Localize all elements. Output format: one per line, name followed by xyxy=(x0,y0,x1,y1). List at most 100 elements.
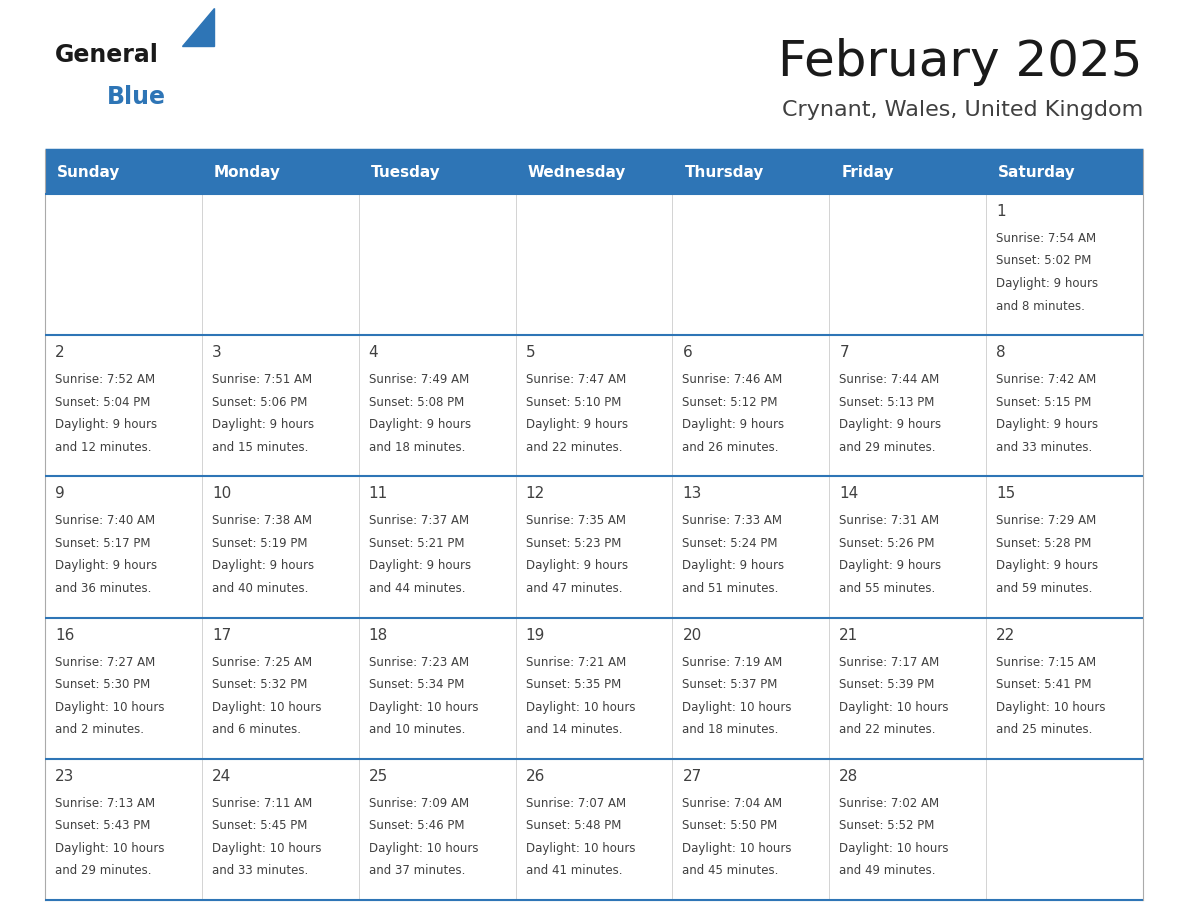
Bar xyxy=(986,150,1143,194)
Text: Daylight: 9 hours: Daylight: 9 hours xyxy=(839,419,941,431)
Bar xyxy=(829,150,986,194)
Bar xyxy=(829,194,986,335)
Text: and 47 minutes.: and 47 minutes. xyxy=(525,582,623,595)
Text: 5: 5 xyxy=(525,345,536,360)
Bar xyxy=(45,150,202,194)
Bar xyxy=(516,759,672,900)
Text: 15: 15 xyxy=(997,487,1016,501)
Bar xyxy=(516,335,672,476)
Text: Sunrise: 7:42 AM: Sunrise: 7:42 AM xyxy=(997,374,1097,386)
Bar xyxy=(202,618,359,759)
Text: and 18 minutes.: and 18 minutes. xyxy=(682,723,779,736)
Text: and 22 minutes.: and 22 minutes. xyxy=(525,441,623,453)
Text: Daylight: 9 hours: Daylight: 9 hours xyxy=(997,419,1098,431)
Text: Wednesday: Wednesday xyxy=(527,164,626,180)
Bar xyxy=(359,335,516,476)
Text: 6: 6 xyxy=(682,345,693,360)
Text: Sunset: 5:50 PM: Sunset: 5:50 PM xyxy=(682,819,778,833)
Text: and 33 minutes.: and 33 minutes. xyxy=(211,865,308,878)
Text: Daylight: 10 hours: Daylight: 10 hours xyxy=(682,842,792,855)
Text: Sunrise: 7:49 AM: Sunrise: 7:49 AM xyxy=(368,374,469,386)
Text: Daylight: 9 hours: Daylight: 9 hours xyxy=(682,559,784,573)
Text: Daylight: 9 hours: Daylight: 9 hours xyxy=(682,419,784,431)
Text: Daylight: 9 hours: Daylight: 9 hours xyxy=(525,559,627,573)
Text: Sunset: 5:45 PM: Sunset: 5:45 PM xyxy=(211,819,308,833)
Text: 2: 2 xyxy=(55,345,64,360)
Text: and 10 minutes.: and 10 minutes. xyxy=(368,723,465,736)
Text: Daylight: 9 hours: Daylight: 9 hours xyxy=(211,559,314,573)
Bar xyxy=(202,476,359,618)
Text: 12: 12 xyxy=(525,487,545,501)
Text: Sunset: 5:21 PM: Sunset: 5:21 PM xyxy=(368,537,465,550)
Text: Sunset: 5:06 PM: Sunset: 5:06 PM xyxy=(211,396,308,409)
Polygon shape xyxy=(182,8,214,46)
Text: and 55 minutes.: and 55 minutes. xyxy=(839,582,935,595)
Text: Sunset: 5:46 PM: Sunset: 5:46 PM xyxy=(368,819,465,833)
Text: Sunset: 5:30 PM: Sunset: 5:30 PM xyxy=(55,678,150,691)
Text: 7: 7 xyxy=(839,345,849,360)
Text: and 45 minutes.: and 45 minutes. xyxy=(682,865,779,878)
Text: and 33 minutes.: and 33 minutes. xyxy=(997,441,1093,453)
Text: Sunset: 5:35 PM: Sunset: 5:35 PM xyxy=(525,678,621,691)
Text: Sunrise: 7:47 AM: Sunrise: 7:47 AM xyxy=(525,374,626,386)
Bar xyxy=(45,476,202,618)
Text: Sunrise: 7:44 AM: Sunrise: 7:44 AM xyxy=(839,374,940,386)
Text: Sunrise: 7:15 AM: Sunrise: 7:15 AM xyxy=(997,655,1097,668)
Text: 3: 3 xyxy=(211,345,222,360)
Text: Sunset: 5:41 PM: Sunset: 5:41 PM xyxy=(997,678,1092,691)
Bar xyxy=(359,476,516,618)
Text: and 2 minutes.: and 2 minutes. xyxy=(55,723,144,736)
Text: Sunday: Sunday xyxy=(57,164,120,180)
Text: Monday: Monday xyxy=(214,164,280,180)
Text: 26: 26 xyxy=(525,768,545,784)
Text: Sunrise: 7:37 AM: Sunrise: 7:37 AM xyxy=(368,514,469,528)
Bar xyxy=(516,476,672,618)
Text: Sunrise: 7:19 AM: Sunrise: 7:19 AM xyxy=(682,655,783,668)
Text: Sunrise: 7:38 AM: Sunrise: 7:38 AM xyxy=(211,514,312,528)
Bar xyxy=(672,476,829,618)
Bar xyxy=(986,335,1143,476)
Text: and 6 minutes.: and 6 minutes. xyxy=(211,723,301,736)
Text: and 12 minutes.: and 12 minutes. xyxy=(55,441,152,453)
Text: and 51 minutes.: and 51 minutes. xyxy=(682,582,779,595)
Text: Sunrise: 7:33 AM: Sunrise: 7:33 AM xyxy=(682,514,783,528)
Bar xyxy=(672,194,829,335)
Bar xyxy=(516,618,672,759)
Bar xyxy=(45,759,202,900)
Text: and 29 minutes.: and 29 minutes. xyxy=(839,441,936,453)
Bar xyxy=(986,759,1143,900)
Text: Sunset: 5:48 PM: Sunset: 5:48 PM xyxy=(525,819,621,833)
Text: Sunrise: 7:27 AM: Sunrise: 7:27 AM xyxy=(55,655,156,668)
Text: and 14 minutes.: and 14 minutes. xyxy=(525,723,623,736)
Text: Sunset: 5:08 PM: Sunset: 5:08 PM xyxy=(368,396,465,409)
Text: Sunset: 5:26 PM: Sunset: 5:26 PM xyxy=(839,537,935,550)
Text: Sunrise: 7:31 AM: Sunrise: 7:31 AM xyxy=(839,514,940,528)
Text: Sunset: 5:19 PM: Sunset: 5:19 PM xyxy=(211,537,308,550)
Text: 28: 28 xyxy=(839,768,859,784)
Text: and 29 minutes.: and 29 minutes. xyxy=(55,865,152,878)
Text: 8: 8 xyxy=(997,345,1006,360)
Text: Daylight: 10 hours: Daylight: 10 hours xyxy=(997,700,1106,713)
Text: 17: 17 xyxy=(211,628,232,643)
Text: 11: 11 xyxy=(368,487,388,501)
Text: and 59 minutes.: and 59 minutes. xyxy=(997,582,1093,595)
Text: Sunrise: 7:11 AM: Sunrise: 7:11 AM xyxy=(211,797,312,810)
Text: and 26 minutes.: and 26 minutes. xyxy=(682,441,779,453)
Text: Daylight: 9 hours: Daylight: 9 hours xyxy=(839,559,941,573)
Text: Daylight: 10 hours: Daylight: 10 hours xyxy=(211,700,322,713)
Text: Sunrise: 7:40 AM: Sunrise: 7:40 AM xyxy=(55,514,156,528)
Text: Daylight: 10 hours: Daylight: 10 hours xyxy=(525,700,636,713)
Bar xyxy=(672,759,829,900)
Text: Sunset: 5:04 PM: Sunset: 5:04 PM xyxy=(55,396,151,409)
Bar xyxy=(202,759,359,900)
Text: Saturday: Saturday xyxy=(998,164,1076,180)
Bar xyxy=(829,618,986,759)
Text: Sunrise: 7:21 AM: Sunrise: 7:21 AM xyxy=(525,655,626,668)
Text: 21: 21 xyxy=(839,628,859,643)
Text: Daylight: 10 hours: Daylight: 10 hours xyxy=(839,700,949,713)
Text: Tuesday: Tuesday xyxy=(371,164,441,180)
Text: and 18 minutes.: and 18 minutes. xyxy=(368,441,465,453)
Text: Sunset: 5:37 PM: Sunset: 5:37 PM xyxy=(682,678,778,691)
Text: February 2025: February 2025 xyxy=(778,38,1143,86)
Text: Sunset: 5:13 PM: Sunset: 5:13 PM xyxy=(839,396,935,409)
